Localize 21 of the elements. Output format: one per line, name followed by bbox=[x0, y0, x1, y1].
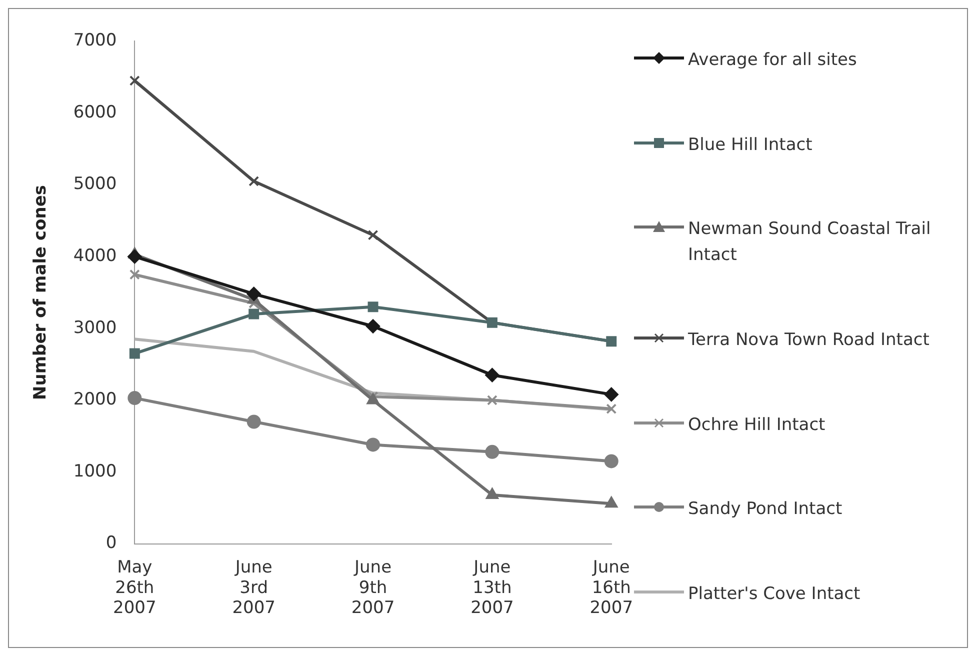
legend-label: Newman Sound Coastal Trail Intact bbox=[688, 218, 932, 268]
y-axis-title: Number of male cones bbox=[30, 184, 51, 400]
y-tick-label: 0 bbox=[106, 533, 117, 554]
legend-label: Ochre Hill Intact bbox=[688, 414, 826, 437]
legend-label: Sandy Pond Intact bbox=[688, 498, 842, 522]
legend-label: Blue Hill Intact bbox=[688, 134, 812, 157]
x-tick-label: May 26th 2007 bbox=[113, 557, 156, 618]
x-tick-label: June 13th 2007 bbox=[470, 557, 514, 618]
y-tick-label: 4000 bbox=[73, 246, 117, 266]
x-tick-label: June 16th 2007 bbox=[590, 557, 633, 618]
legend-label: Average for all sites bbox=[688, 49, 857, 72]
y-tick-label: 1000 bbox=[73, 461, 117, 482]
x-tick-label: June 3rd 2007 bbox=[232, 557, 276, 618]
legend-label: Platter's Cove Intact bbox=[688, 582, 860, 606]
y-tick-label: 7000 bbox=[73, 30, 117, 51]
x-tick-label: June 9th 2007 bbox=[351, 557, 395, 618]
y-tick-label: 2000 bbox=[73, 390, 117, 410]
y-tick-label: 6000 bbox=[73, 102, 117, 122]
legend-label: Terra Nova Town Road Intact bbox=[688, 328, 930, 352]
y-tick-label: 3000 bbox=[73, 318, 117, 338]
y-tick-label: 5000 bbox=[73, 174, 117, 194]
